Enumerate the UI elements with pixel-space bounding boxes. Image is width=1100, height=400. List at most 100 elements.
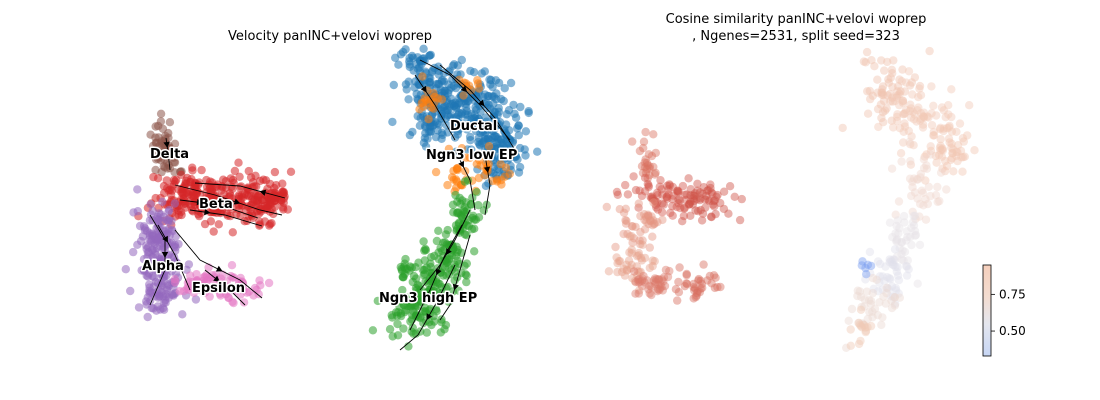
point-ngn3-high-ep (393, 311, 402, 321)
point-cosine (940, 166, 950, 176)
point-ngn3-high-ep (421, 246, 430, 255)
point-cosine (707, 188, 716, 197)
point-cosine (847, 304, 857, 314)
point-cosine (859, 320, 869, 330)
point-ductal (461, 99, 470, 109)
streamline (454, 149, 476, 211)
point-alpha (139, 255, 149, 264)
point-beta (230, 166, 240, 176)
point-alpha (149, 273, 159, 282)
point-cosine (900, 87, 910, 96)
point-cosine (936, 141, 945, 150)
point-ngn3-high-ep (462, 259, 471, 268)
point-cosine (854, 318, 864, 328)
point-cosine (663, 272, 673, 282)
point-cosine (649, 276, 658, 285)
point-cosine (866, 269, 875, 278)
point-ductal (394, 60, 403, 69)
point-ductal (514, 121, 523, 130)
point-cosine (948, 149, 957, 158)
point-cosine (647, 282, 656, 292)
point-cosine (637, 256, 647, 265)
point-cosine (945, 123, 954, 132)
point-cosine (944, 101, 953, 110)
point-ductal (484, 134, 493, 143)
point-cosine (627, 249, 636, 258)
point-ductal (506, 78, 516, 88)
point-ngn3-low-ep (459, 91, 468, 100)
point-cosine (645, 281, 654, 291)
point-alpha (134, 303, 144, 312)
point-cosine (689, 191, 698, 200)
point-ductal (484, 100, 493, 110)
point-cosine (633, 267, 643, 276)
point-cosine (916, 169, 925, 179)
point-cosine (672, 202, 681, 212)
point-cosine (635, 268, 644, 277)
point-cosine (673, 188, 682, 197)
point-cosine (650, 257, 659, 266)
point-cosine (919, 155, 929, 164)
point-ngn3-high-ep (388, 332, 397, 341)
point-ngn3-low-ep (418, 72, 427, 81)
point-cosine (902, 262, 911, 271)
point-cosine (893, 110, 902, 119)
point-cosine (876, 100, 886, 109)
point-beta (267, 219, 276, 228)
point-cosine (885, 218, 895, 227)
point-cosine (659, 200, 668, 209)
point-cosine (894, 289, 903, 298)
point-cosine (708, 200, 718, 209)
point-cosine (656, 176, 665, 185)
point-ductal (502, 110, 511, 119)
point-ngn3-low-ep (465, 153, 475, 162)
point-ngn3-low-ep (422, 96, 431, 105)
cosine-title-line2: , Ngenes=2531, split seed=323 (692, 29, 900, 44)
point-ductal (388, 117, 397, 127)
point-cosine (604, 267, 614, 276)
point-cosine (932, 111, 941, 120)
point-ductal (409, 66, 418, 75)
point-cosine (891, 286, 901, 295)
streamline (484, 154, 491, 216)
point-cosine (944, 134, 954, 143)
point-cosine (638, 240, 647, 249)
point-cosine (641, 212, 651, 221)
point-cosine (938, 146, 948, 155)
point-beta (234, 158, 243, 167)
point-ngn3-low-ep (473, 79, 483, 88)
point-beta (253, 207, 262, 216)
point-ngn3-high-ep (400, 307, 410, 317)
point-cosine (632, 262, 642, 271)
point-cosine (925, 46, 934, 56)
point-cosine (942, 161, 952, 171)
point-cosine (689, 194, 698, 203)
cluster-label-ngn3-low-ep: Ngn3 low EP (426, 148, 517, 163)
point-cosine (657, 282, 666, 292)
point-cosine (693, 179, 702, 188)
point-ductal (482, 117, 491, 126)
point-ductal (434, 120, 444, 129)
point-cosine (860, 302, 869, 311)
point-cosine (873, 104, 883, 114)
point-ngn3-high-ep (437, 315, 446, 324)
point-cosine (879, 292, 888, 301)
point-ngn3-high-ep (373, 296, 382, 306)
point-cosine (906, 104, 916, 113)
point-cosine (937, 152, 947, 161)
point-cosine (893, 216, 902, 225)
point-cosine (737, 194, 746, 204)
point-cosine (895, 224, 904, 233)
point-alpha (133, 207, 142, 216)
point-beta (263, 192, 273, 202)
point-cosine (887, 65, 897, 75)
point-cosine (866, 94, 875, 104)
point-cosine (927, 82, 936, 91)
point-cosine (856, 322, 866, 331)
point-ductal (405, 60, 414, 69)
point-cosine (637, 162, 647, 171)
point-cosine (647, 290, 656, 300)
point-cosine (674, 187, 683, 196)
point-cosine (917, 186, 926, 195)
point-beta (206, 208, 215, 217)
